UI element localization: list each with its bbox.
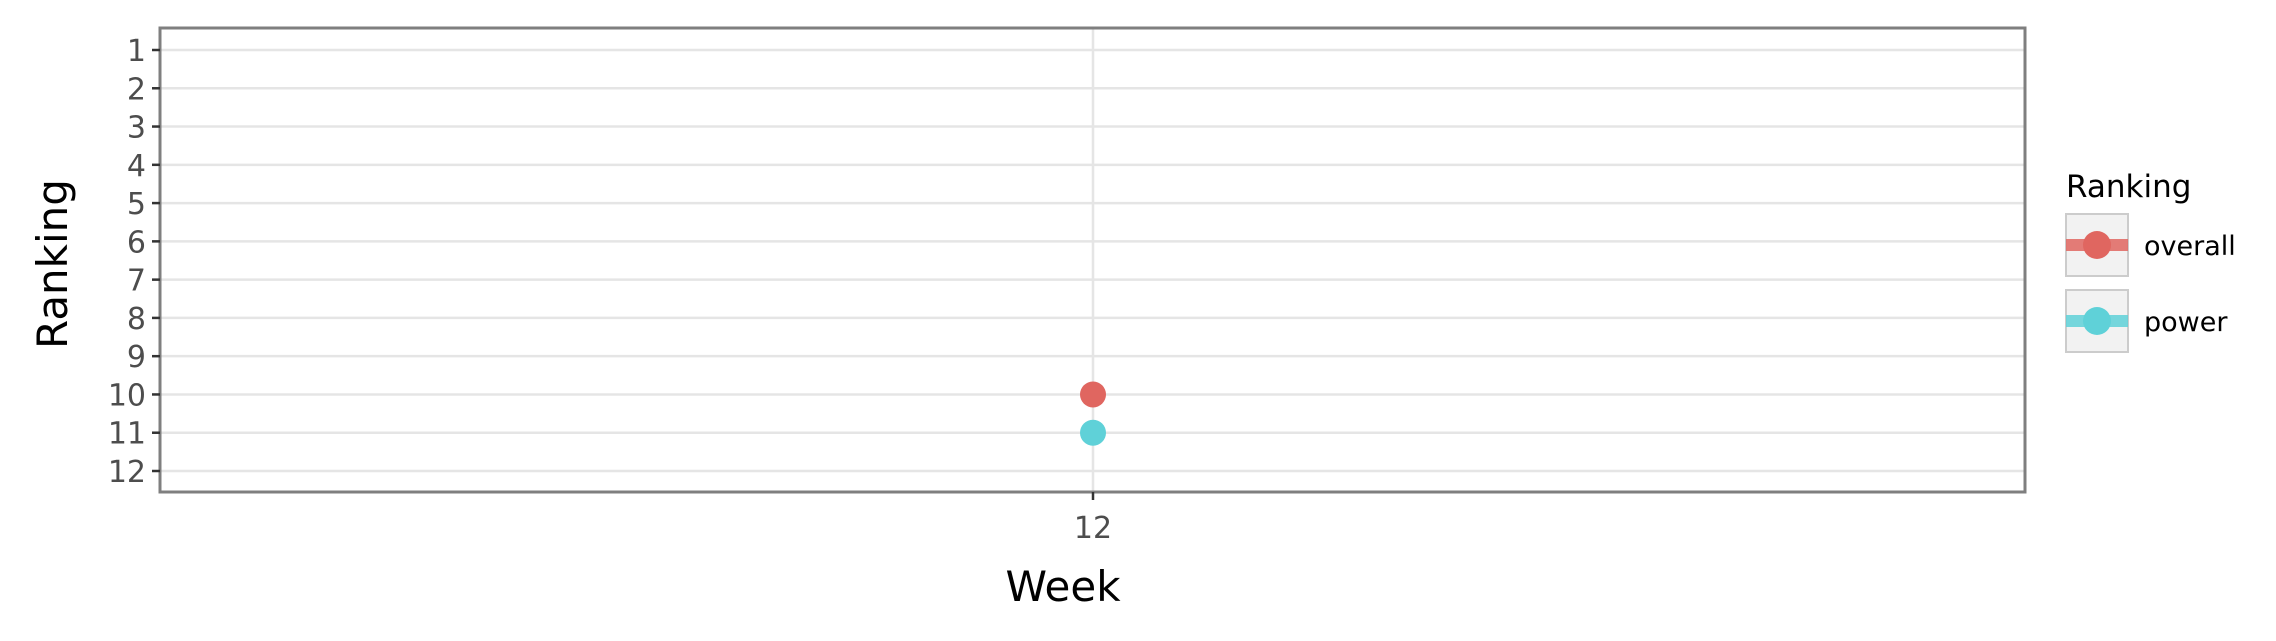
y-tick-label: 5 <box>127 187 146 222</box>
y-tick-label: 1 <box>127 34 146 69</box>
legend-items: overall power <box>2065 213 2236 353</box>
data-point-power <box>1080 419 1106 446</box>
legend-item-overall: overall <box>2065 213 2236 277</box>
x-tick-label: 12 <box>1074 511 1112 546</box>
legend: Ranking overall power <box>2065 169 2236 353</box>
y-tick-label: 9 <box>127 340 146 375</box>
legend-key-point <box>2083 307 2111 335</box>
legend-item-power: power <box>2065 289 2228 353</box>
y-tick-label: 12 <box>108 455 146 490</box>
y-tick-label: 11 <box>108 417 146 452</box>
y-tick-label: 7 <box>127 264 146 299</box>
x-axis: 12 <box>1074 492 1112 546</box>
legend-label: power <box>2144 307 2228 338</box>
legend-label: overall <box>2144 231 2236 262</box>
y-tick-label: 4 <box>127 149 146 184</box>
y-tick-label: 8 <box>127 302 146 337</box>
data-point-overall <box>1080 381 1106 408</box>
y-axis-title: Ranking <box>28 179 77 349</box>
y-tick-label: 2 <box>127 72 146 107</box>
legend-key-point <box>2083 231 2111 259</box>
legend-title: Ranking <box>2066 169 2191 205</box>
y-tick-label: 10 <box>108 378 146 413</box>
data-marks <box>1080 381 1106 446</box>
x-axis-title: Week <box>1005 562 1121 611</box>
y-tick-label: 3 <box>127 111 146 146</box>
y-tick-label: 6 <box>127 225 146 260</box>
